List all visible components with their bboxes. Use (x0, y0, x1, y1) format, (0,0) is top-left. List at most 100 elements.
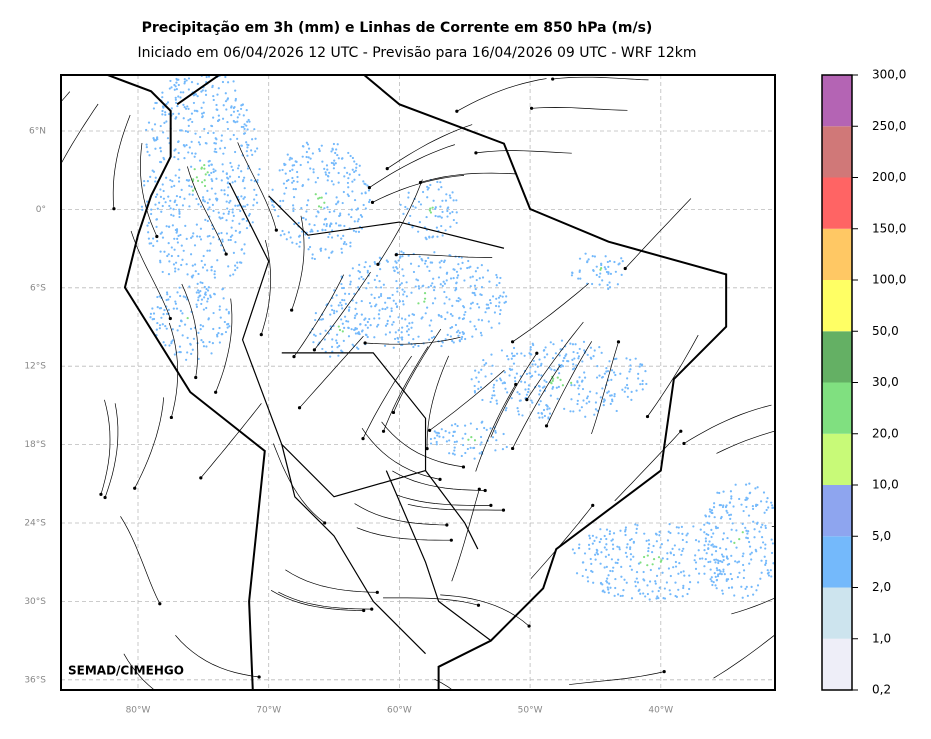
precip-dot (516, 391, 519, 394)
precip-dot (646, 564, 649, 567)
precip-dot (341, 298, 344, 302)
precip-dot (373, 317, 376, 320)
precip-dot (537, 403, 541, 406)
precip-dot (179, 233, 182, 237)
precip-dot (721, 560, 724, 564)
precip-dot (741, 522, 744, 526)
precip-dot (718, 491, 721, 495)
precip-dot (360, 275, 363, 279)
precip-dot (560, 339, 564, 342)
precip-dot (658, 586, 661, 589)
precip-dot (703, 565, 706, 568)
streamline (387, 124, 473, 169)
precip-dot (236, 116, 239, 119)
precip-dot (563, 407, 566, 410)
precip-dot (473, 391, 477, 394)
precip-dot (330, 304, 333, 307)
precip-dot (156, 193, 159, 196)
streamline-arrow (155, 234, 159, 239)
precip-dot (210, 269, 213, 272)
precip-dot (479, 331, 483, 334)
precip-dot (436, 180, 439, 184)
precip-dot (213, 273, 216, 276)
precip-dot (291, 181, 294, 184)
precip-dot (219, 147, 222, 150)
precip-dot (715, 579, 718, 582)
precip-dot (189, 327, 193, 330)
precip-dot (392, 266, 395, 269)
precip-dot (588, 390, 592, 393)
border (281, 444, 426, 655)
precip-dot (386, 296, 390, 300)
precip-dot (538, 358, 541, 361)
precip-dot (424, 236, 427, 239)
precip-dot (716, 569, 719, 572)
precip-dot (418, 221, 421, 224)
streamline (731, 597, 775, 615)
precip-dot (602, 400, 605, 403)
precip-dot (369, 324, 372, 327)
streamline (381, 421, 464, 468)
precip-dot (196, 82, 199, 85)
precip-dot (192, 94, 195, 97)
precip-dot (175, 101, 178, 104)
precip-dot (307, 178, 310, 181)
precip-dot (766, 569, 769, 572)
precip-dot (358, 164, 361, 167)
precip-dot (203, 163, 206, 167)
precip-dot (335, 341, 339, 345)
precip-dot (188, 205, 191, 208)
precip-dot (556, 376, 559, 379)
precip-dot (674, 594, 677, 598)
precip-dot (595, 548, 598, 551)
precip-dot (218, 341, 221, 344)
precip-dot (364, 333, 367, 336)
precip-dot (353, 170, 356, 174)
streamline-arrow (375, 590, 379, 594)
precip-dot (279, 234, 282, 237)
precip-dot (198, 159, 202, 162)
precip-dot (709, 560, 712, 563)
precip-dot (456, 276, 459, 279)
precip-dot (236, 109, 239, 113)
precip-dot (340, 251, 344, 254)
precip-dot (200, 298, 204, 301)
precip-dot (589, 557, 592, 561)
precip-dot (678, 548, 681, 551)
precip-dot (223, 146, 227, 149)
precip-dot (608, 360, 611, 363)
precip-dot (355, 208, 358, 211)
precip-dot (153, 123, 157, 126)
precip-dot (392, 299, 395, 302)
precip-dot (624, 386, 627, 389)
precip-dot (523, 381, 527, 384)
precip-dot (390, 307, 393, 310)
precip-dot (207, 63, 209, 65)
precip-dot (343, 175, 346, 178)
precip-dot (366, 320, 369, 324)
precip-dot (230, 226, 233, 229)
precip-dot (292, 179, 295, 183)
precip-dot (539, 364, 543, 367)
precip-dot (321, 160, 324, 163)
precip-dot (641, 388, 644, 391)
precip-dot (191, 193, 194, 196)
streamline (420, 172, 516, 183)
precip-dot (149, 316, 152, 319)
precip-dot (762, 541, 765, 544)
precip-dot (215, 177, 218, 180)
precip-dot (446, 311, 449, 314)
precip-dot (761, 523, 764, 526)
colorbar-swatch (822, 433, 852, 485)
precip-dot (355, 301, 358, 304)
precip-dot (165, 102, 168, 106)
precip-dot (215, 150, 218, 154)
precip-dot (193, 244, 197, 247)
streamline (237, 142, 277, 231)
precip-dot (354, 326, 357, 330)
precip-dot (375, 303, 378, 306)
precip-dot (351, 168, 354, 171)
precip-dot (599, 581, 603, 585)
precip-dot (582, 399, 585, 402)
precip-dot (154, 139, 158, 142)
